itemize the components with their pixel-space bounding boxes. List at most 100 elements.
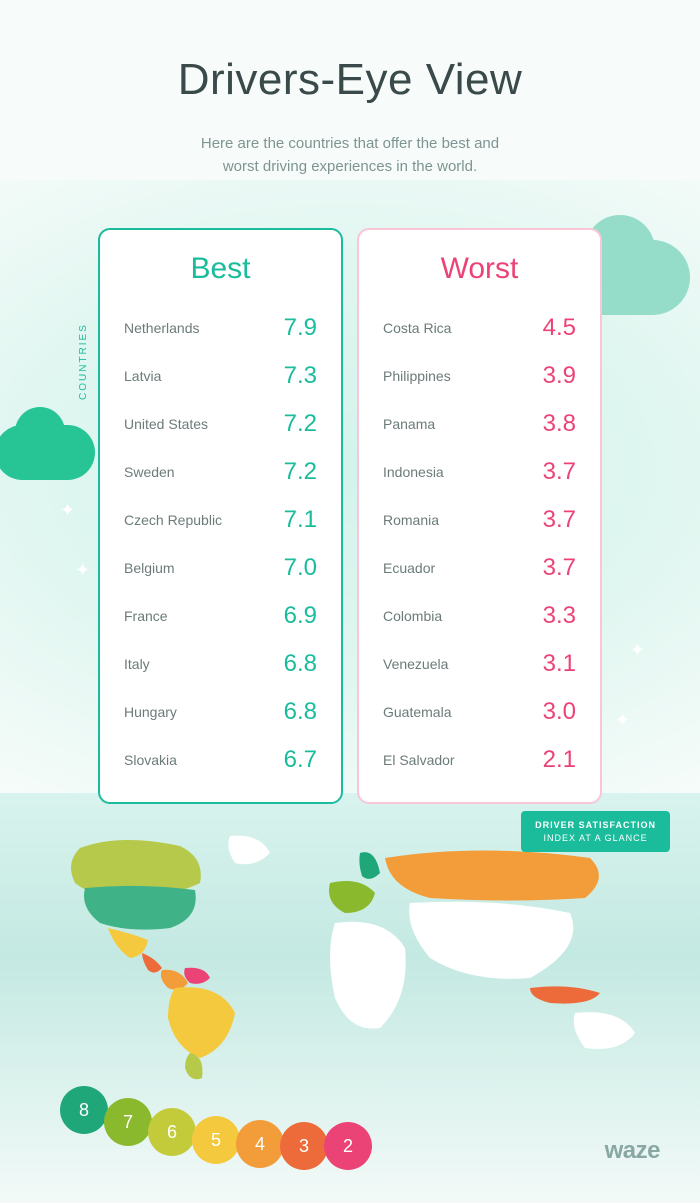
ranking-row: Slovakia 6.7 bbox=[124, 736, 317, 784]
country-score: 3.8 bbox=[543, 410, 576, 438]
map-scandinavia bbox=[359, 852, 380, 879]
best-panel: Best Netherlands 7.9 Latvia 7.3 United State… bbox=[98, 228, 343, 804]
ranking-panels: Best Netherlands 7.9 Latvia 7.3 United State… bbox=[0, 228, 700, 804]
ranking-row: United States 7.2 bbox=[124, 400, 317, 448]
page-subtitle: Here are the countries that offer the be… bbox=[0, 133, 700, 178]
ranking-row: Panama 3.8 bbox=[383, 400, 576, 448]
country-name: Costa Rica bbox=[383, 320, 451, 336]
scale-bubble: 4 bbox=[236, 1120, 284, 1168]
country-score: 2.1 bbox=[543, 746, 576, 774]
country-score: 7.2 bbox=[284, 458, 317, 486]
ranking-row: Costa Rica 4.5 bbox=[383, 304, 576, 352]
world-map bbox=[30, 828, 670, 1088]
ranking-row: Sweden 7.2 bbox=[124, 448, 317, 496]
map-badge-line1: DRIVER SATISFACTION bbox=[535, 819, 656, 832]
scale-bubble: 7 bbox=[104, 1098, 152, 1146]
map-venezuela bbox=[184, 968, 210, 984]
country-name: Colombia bbox=[383, 608, 442, 624]
country-name: Indonesia bbox=[383, 464, 444, 480]
ranking-row: El Salvador 2.1 bbox=[383, 736, 576, 784]
country-name: Ecuador bbox=[383, 560, 435, 576]
ranking-row: Ecuador 3.7 bbox=[383, 544, 576, 592]
ranking-row: France 6.9 bbox=[124, 592, 317, 640]
cloud-decoration-left bbox=[0, 425, 95, 480]
ranking-row: Czech Republic 7.1 bbox=[124, 496, 317, 544]
worst-rows: Costa Rica 4.5 Philippines 3.9 Panama 3.8 Indo… bbox=[383, 304, 576, 784]
country-score: 7.9 bbox=[284, 314, 317, 342]
country-name: Hungary bbox=[124, 704, 177, 720]
ranking-row: Italy 6.8 bbox=[124, 640, 317, 688]
ranking-row: Indonesia 3.7 bbox=[383, 448, 576, 496]
country-score: 3.7 bbox=[543, 554, 576, 582]
scale-bubble: 2 bbox=[324, 1122, 372, 1170]
country-name: Belgium bbox=[124, 560, 175, 576]
map-mexico bbox=[108, 928, 148, 958]
map-greenland bbox=[228, 836, 270, 865]
map-western-europe bbox=[329, 881, 375, 913]
ranking-row: Hungary 6.8 bbox=[124, 688, 317, 736]
map-central-america bbox=[142, 953, 162, 973]
ranking-row: Latvia 7.3 bbox=[124, 352, 317, 400]
scale-bubble: 5 bbox=[192, 1116, 240, 1164]
scale-bubble: 8 bbox=[60, 1086, 108, 1134]
country-score: 3.1 bbox=[543, 650, 576, 678]
map-badge-line2: INDEX AT A GLANCE bbox=[535, 832, 656, 845]
map-badge: DRIVER SATISFACTION INDEX AT A GLANCE bbox=[521, 811, 670, 852]
scale-bubble: 3 bbox=[280, 1122, 328, 1170]
ranking-row: Venezuela 3.1 bbox=[383, 640, 576, 688]
country-name: Romania bbox=[383, 512, 439, 528]
country-name: Latvia bbox=[124, 368, 161, 384]
page-title: Drivers-Eye View bbox=[0, 0, 700, 105]
ranking-row: Philippines 3.9 bbox=[383, 352, 576, 400]
country-name: Czech Republic bbox=[124, 512, 222, 528]
country-score: 3.3 bbox=[543, 602, 576, 630]
country-name: United States bbox=[124, 416, 208, 432]
subtitle-line: Here are the countries that offer the be… bbox=[201, 135, 499, 152]
country-score: 6.8 bbox=[284, 650, 317, 678]
country-score: 3.9 bbox=[543, 362, 576, 390]
scale-bubble: 6 bbox=[148, 1108, 196, 1156]
color-scale: 8765432 bbox=[60, 1110, 368, 1158]
country-score: 6.9 bbox=[284, 602, 317, 630]
ranking-row: Guatemala 3.0 bbox=[383, 688, 576, 736]
best-panel-title: Best bbox=[124, 252, 317, 286]
country-name: El Salvador bbox=[383, 752, 455, 768]
map-africa bbox=[330, 922, 406, 1029]
map-colombia bbox=[161, 970, 188, 990]
country-score: 7.0 bbox=[284, 554, 317, 582]
country-name: Panama bbox=[383, 416, 435, 432]
country-name: Italy bbox=[124, 656, 150, 672]
ranking-row: Netherlands 7.9 bbox=[124, 304, 317, 352]
country-score: 3.0 bbox=[543, 698, 576, 726]
map-section: DRIVER SATISFACTION INDEX AT A GLANCE 87… bbox=[0, 793, 700, 1203]
country-score: 7.1 bbox=[284, 506, 317, 534]
country-name: Venezuela bbox=[383, 656, 448, 672]
subtitle-line: worst driving experiences in the world. bbox=[223, 158, 477, 175]
country-name: France bbox=[124, 608, 168, 624]
country-score: 6.7 bbox=[284, 746, 317, 774]
worst-panel: Worst Costa Rica 4.5 Philippines 3.9 Panama 3… bbox=[357, 228, 602, 804]
map-australia bbox=[574, 1012, 635, 1049]
map-asia bbox=[409, 902, 573, 979]
map-usa bbox=[84, 886, 196, 930]
ranking-row: Belgium 7.0 bbox=[124, 544, 317, 592]
best-rows: Netherlands7.9Latvia7.3United States7.2S… bbox=[124, 304, 317, 784]
country-score: 3.7 bbox=[543, 506, 576, 534]
country-score: 7.2 bbox=[284, 410, 317, 438]
ranking-row: Romania 3.7 bbox=[383, 496, 576, 544]
country-score: 6.8 bbox=[284, 698, 317, 726]
country-score: 3.7 bbox=[543, 458, 576, 486]
worst-panel-title: Worst bbox=[383, 252, 576, 286]
map-russia bbox=[385, 851, 599, 901]
brand-logo: waze bbox=[605, 1137, 660, 1165]
map-indonesia bbox=[530, 986, 600, 1003]
ranking-row: Colombia 3.3 bbox=[383, 592, 576, 640]
country-name: Guatemala bbox=[383, 704, 451, 720]
country-name: Sweden bbox=[124, 464, 175, 480]
country-name: Netherlands bbox=[124, 320, 200, 336]
country-name: Slovakia bbox=[124, 752, 177, 768]
country-name: Philippines bbox=[383, 368, 451, 384]
country-score: 7.3 bbox=[284, 362, 317, 390]
country-score: 4.5 bbox=[543, 314, 576, 342]
map-brazil bbox=[168, 987, 235, 1058]
